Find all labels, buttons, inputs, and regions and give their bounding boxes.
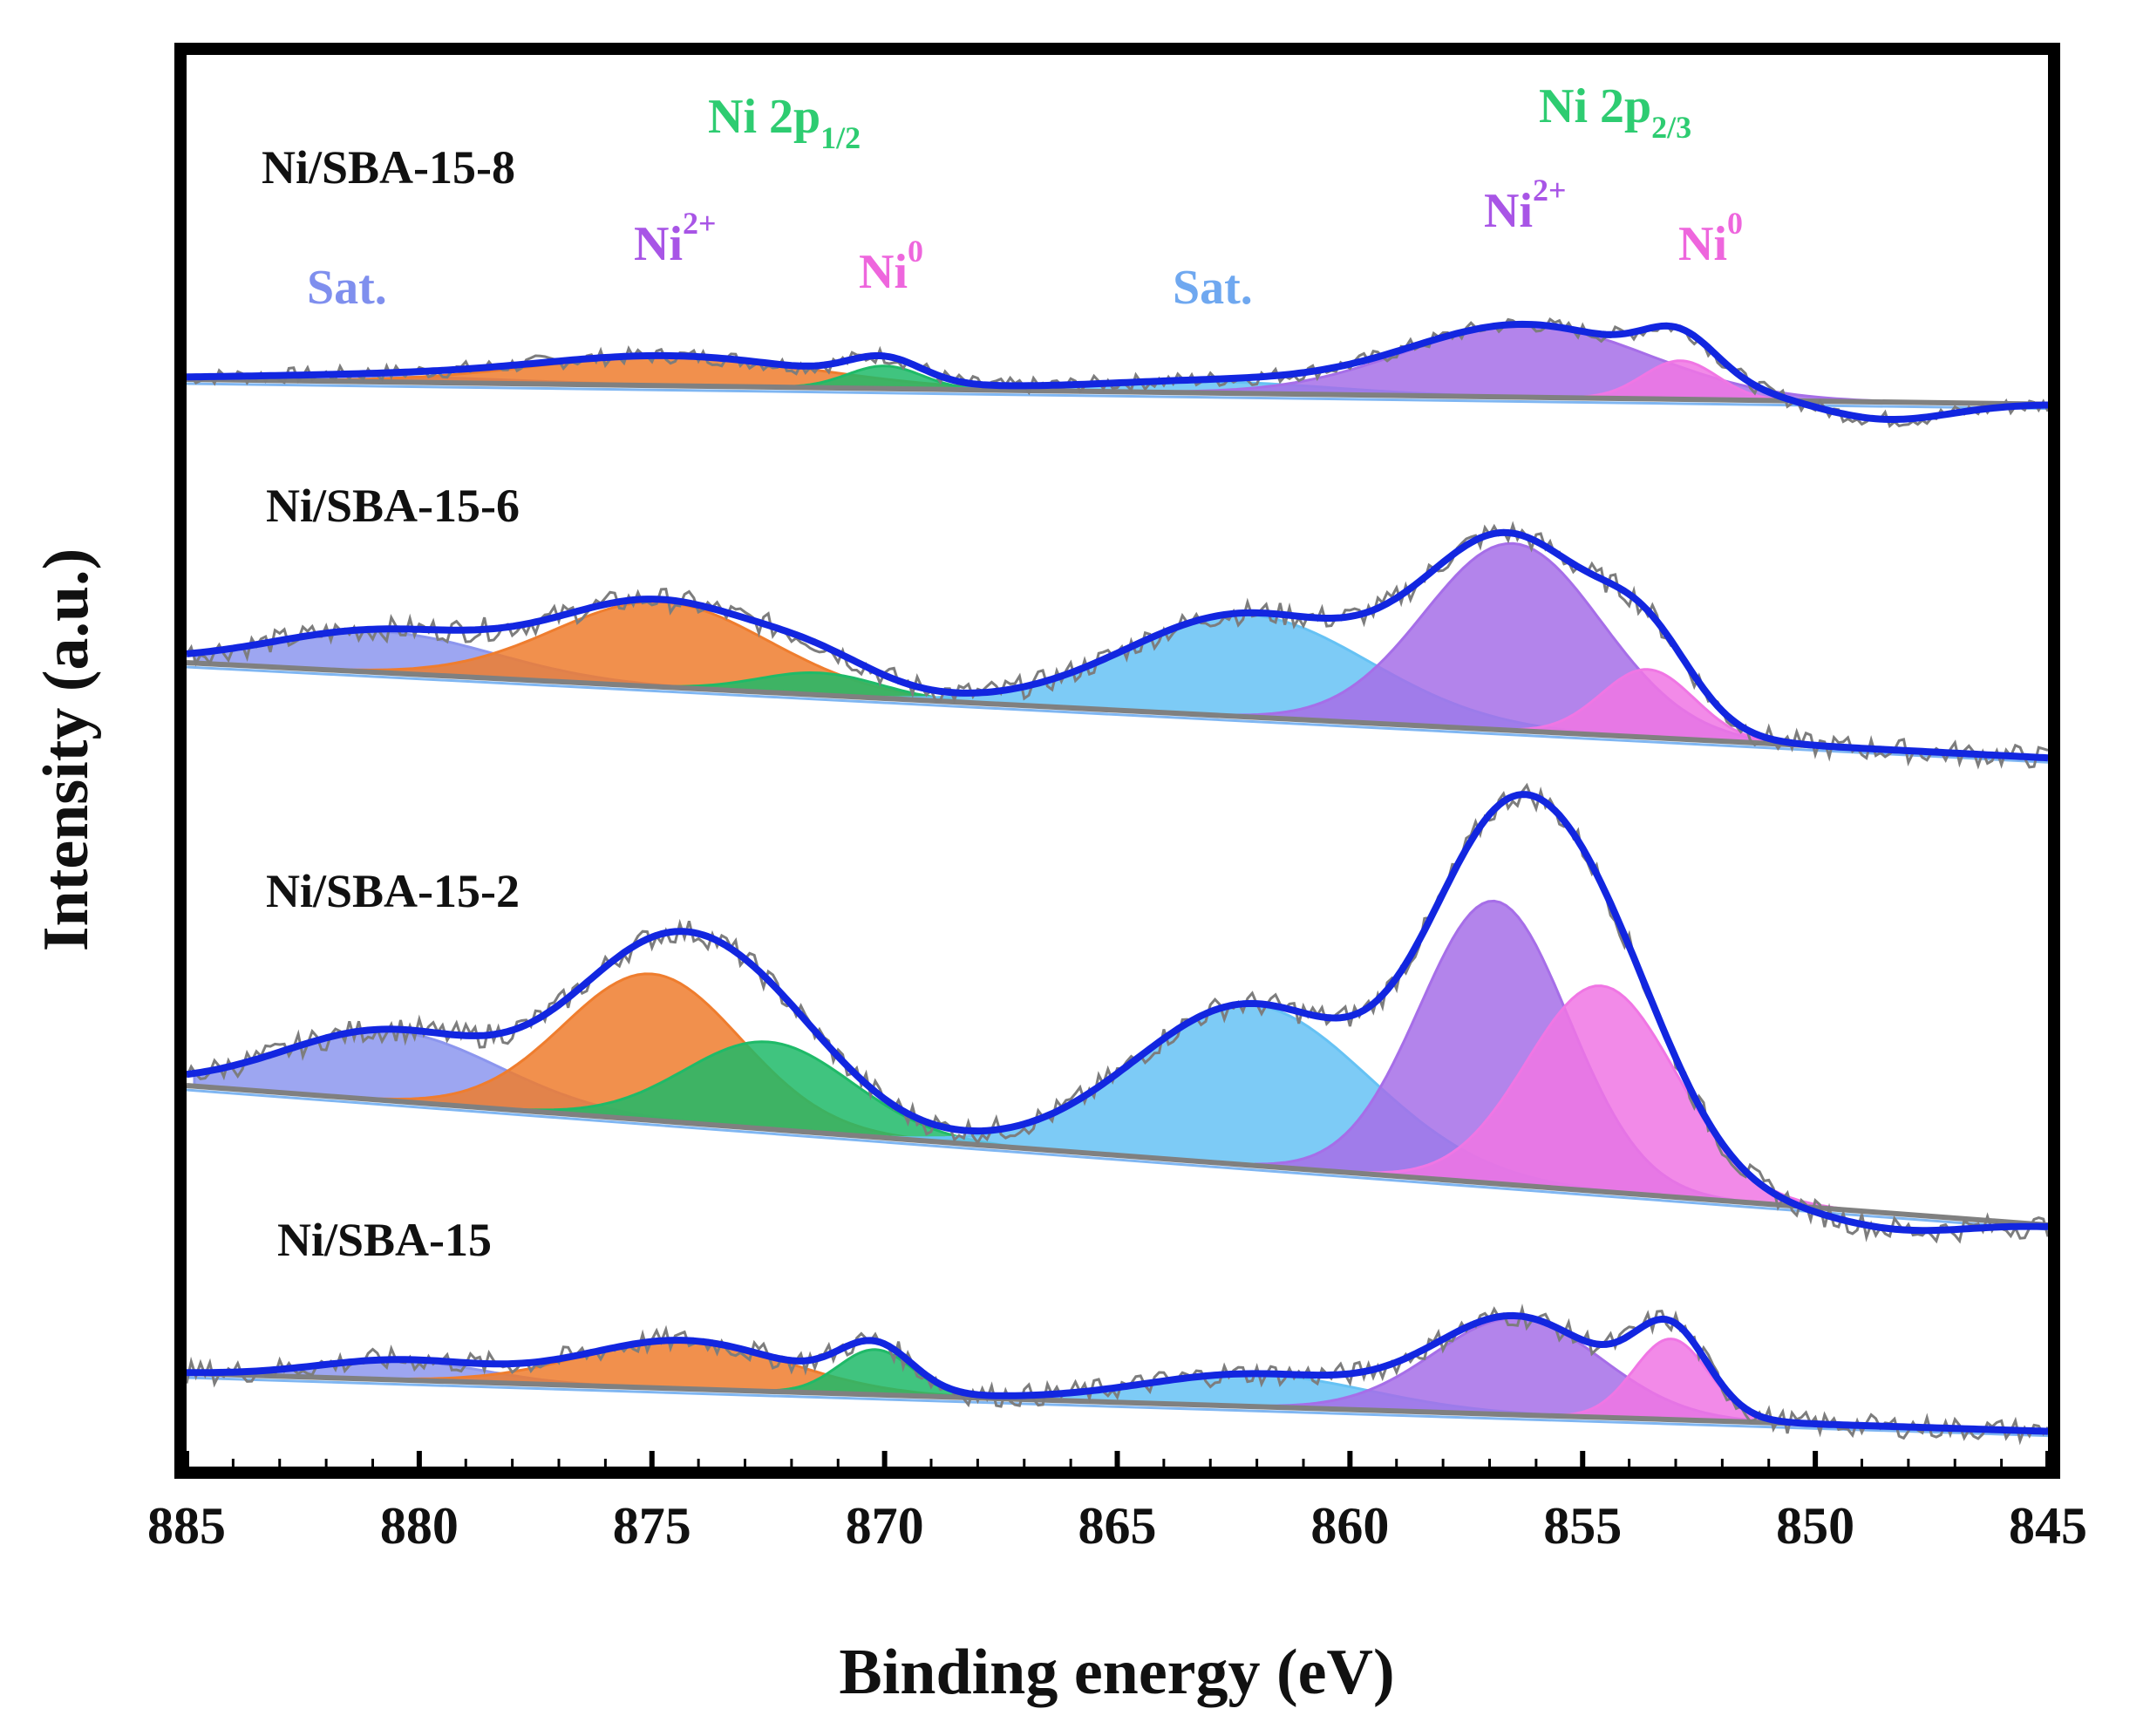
series-ni-sba-15-2 — [185, 782, 2050, 1244]
raw-data-ni-sba-15-2 — [185, 782, 2050, 1244]
background-line-ni-sba-15-6 — [186, 660, 2049, 761]
series-ni-sba-15 — [185, 1303, 2050, 1446]
baseline-fit-ni-sba-15-8 — [186, 382, 2049, 411]
envelope-fit-ni-sba-15-6 — [186, 528, 2049, 762]
envelope-fit-ni-sba-15-2 — [186, 791, 2049, 1235]
background-line-ni-sba-15-8 — [186, 377, 2049, 407]
baseline-fit-ni-sba-15 — [186, 1376, 2049, 1438]
plot-area — [185, 317, 2050, 1446]
series-label-ni-sba-15-8: Ni/SBA-15-8 — [262, 141, 515, 194]
series-label-ni-sba-15-6: Ni/SBA-15-6 — [266, 480, 520, 532]
annotation-ni0-2p12: Ni0 — [859, 234, 923, 299]
x-axis-title: Binding energy (eV) — [839, 1637, 1394, 1708]
baseline-fit-ni-sba-15-6 — [186, 665, 2049, 764]
x-tick-label-860: 860 — [1310, 1497, 1389, 1555]
x-tick-label-865: 865 — [1078, 1497, 1157, 1555]
background-line-ni-sba-15-2 — [186, 1083, 2049, 1228]
x-tick-label-875: 875 — [613, 1497, 691, 1555]
envelope-fit-ni-sba-15 — [187, 1311, 2049, 1435]
annotation-sat-2p32: Sat. — [1173, 261, 1253, 315]
y-axis-title: Intensity (a.u.) — [31, 548, 102, 952]
background-line-ni-sba-15 — [186, 1371, 2049, 1434]
baseline-fit-ni-sba-15-2 — [186, 1088, 2049, 1231]
annotation-ni-2p23: Ni 2p2/3 — [1539, 79, 1691, 145]
series-labels: Ni/SBA-15-8 Ni/SBA-15-6 Ni/SBA-15-2 Ni/S… — [262, 141, 520, 1266]
series-label-ni-sba-15: Ni/SBA-15 — [277, 1214, 492, 1266]
x-tick-label-845: 845 — [2009, 1497, 2087, 1555]
x-tick-label-850: 850 — [1776, 1497, 1854, 1555]
x-tick-label-880: 880 — [380, 1497, 459, 1555]
x-tick-label-870: 870 — [846, 1497, 924, 1555]
series-label-ni-sba-15-2: Ni/SBA-15-2 — [266, 865, 520, 917]
x-tick-label-855: 855 — [1543, 1497, 1622, 1555]
peak-ni2-2p3-2-ni-sba-15-8 — [1138, 323, 1915, 405]
x-axis: 885 880 875 870 865 860 855 850 845 — [147, 1451, 2087, 1555]
annotation-ni2-2p32: Ni2+ — [1484, 173, 1567, 238]
x-tick-label-885: 885 — [147, 1497, 226, 1555]
annotation-sat-2p12: Sat. — [307, 261, 387, 315]
annotation-ni-2p12: Ni 2p1/2 — [708, 90, 861, 155]
annotation-ni2-2p12: Ni2+ — [634, 206, 717, 271]
envelope-fit-ni-sba-15-8 — [186, 320, 2049, 423]
annotation-ni0-2p32: Ni0 — [1678, 206, 1743, 271]
peak-annotations: Ni 2p1/2 Ni 2p2/3 Ni2+ Ni0 Sat. Sat. Ni2… — [307, 79, 1743, 315]
series-ni-sba-15-8 — [186, 317, 2050, 429]
series-ni-sba-15-6 — [185, 521, 2049, 770]
